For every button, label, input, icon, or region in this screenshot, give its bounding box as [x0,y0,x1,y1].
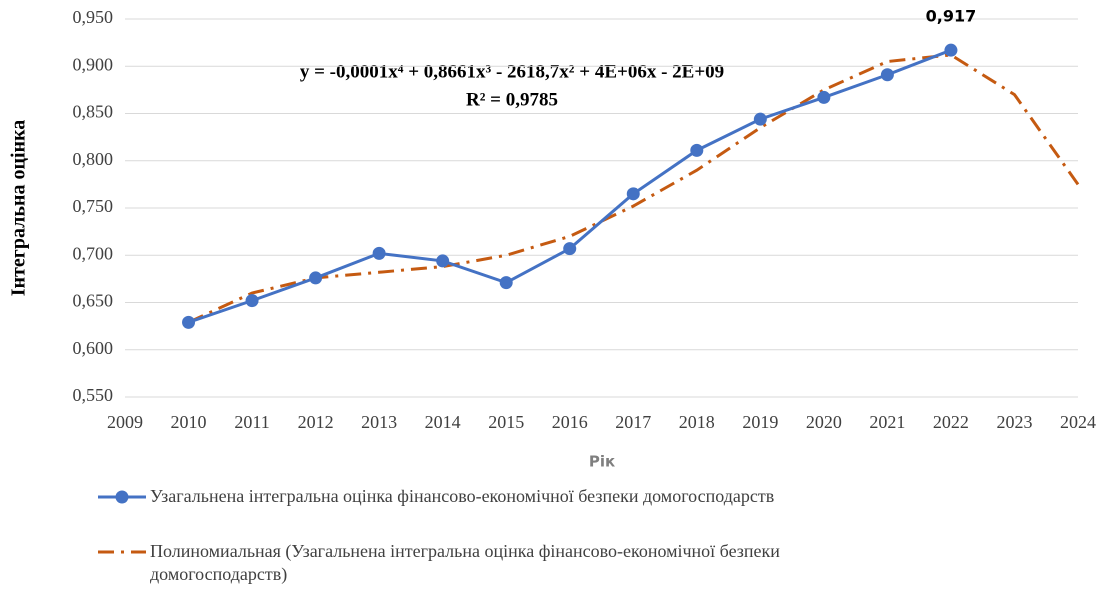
x-tick-label: 2022 [933,412,969,432]
y-axis-label: Інтегральна оцінка [8,120,30,297]
x-tick-label: 2023 [996,412,1032,432]
x-tick-label: 2021 [869,412,905,432]
legend-label: Узагальнена інтегральна оцінка фінансово… [150,486,775,506]
legend-marker [115,490,129,504]
y-tick-label: 0,800 [73,149,114,169]
x-tick-label: 2019 [742,412,778,432]
point [563,242,577,256]
y-tick-label: 0,650 [73,291,114,311]
x-tick-label: 2018 [679,412,715,432]
series-line [188,48,952,324]
data-label: 0,917 [926,7,977,26]
x-tick-label: 2012 [298,412,334,432]
point [499,276,513,290]
x-axis-label: Рік [589,453,615,471]
point [436,254,450,268]
equation: y = -0,0001x⁴ + 0,8661x³ - 2618,7x² + 4E… [300,61,724,82]
x-tick-label: 2013 [361,412,397,432]
r-squared: R² = 0,9785 [466,89,558,110]
y-tick-label: 0,750 [73,196,114,216]
y-tick-label: 0,600 [73,338,114,358]
point [372,246,386,260]
point [944,43,958,57]
point [817,90,831,104]
y-tick-label: 0,950 [73,7,114,27]
point [690,143,704,157]
x-tick-label: 2016 [552,412,588,432]
x-tick-label: 2015 [488,412,524,432]
point [182,315,196,329]
point [245,294,259,308]
point [626,187,640,201]
y-tick-label: 0,550 [73,385,114,405]
x-tick-label: 2010 [171,412,207,432]
x-tick-label: 2011 [234,412,269,432]
x-tick-label: 2024 [1060,412,1096,432]
y-tick-label: 0,700 [73,243,114,263]
y-tick-label: 0,850 [73,102,114,122]
x-tick-label: 2017 [615,412,651,432]
x-tick-label: 2009 [107,412,143,432]
point [309,271,323,285]
point [880,68,894,82]
y-tick-label: 0,900 [73,54,114,74]
point [753,112,767,126]
x-tick-label: 2014 [425,412,461,432]
legend-label: Полиномиальная (Узагальнена інтегральна … [150,541,780,584]
x-tick-label: 2020 [806,412,842,432]
